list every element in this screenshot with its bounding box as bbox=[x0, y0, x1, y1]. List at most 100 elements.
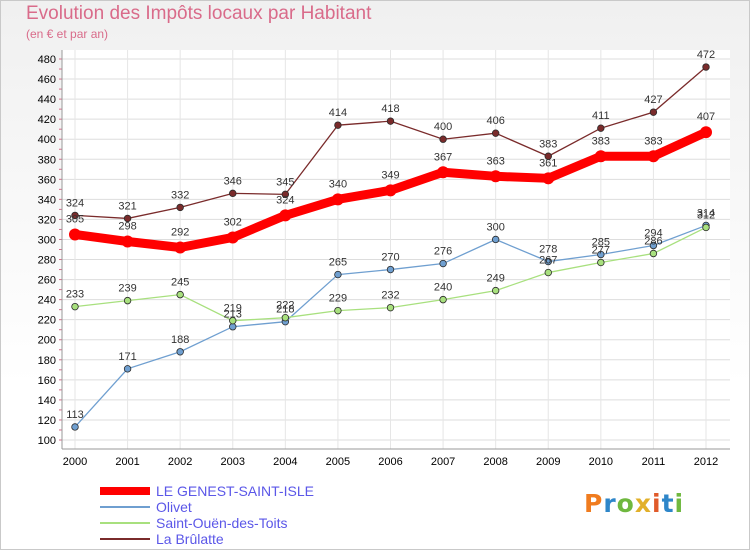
chart-subtitle: (en € et par an) bbox=[26, 27, 109, 41]
data-point bbox=[491, 129, 500, 137]
data-point bbox=[334, 121, 342, 129]
data-label: 213 bbox=[224, 309, 242, 321]
y-tick-label: 360 bbox=[38, 174, 56, 186]
data-label: 383 bbox=[644, 135, 662, 147]
y-tick-label: 220 bbox=[38, 315, 56, 327]
data-point bbox=[439, 295, 447, 304]
data-point bbox=[542, 172, 555, 185]
legend-swatch bbox=[100, 522, 150, 524]
data-point bbox=[71, 302, 79, 311]
x-tick-label: 2002 bbox=[168, 456, 192, 468]
logo-letter: t bbox=[661, 489, 675, 518]
data-point bbox=[176, 348, 184, 356]
data-point bbox=[597, 258, 605, 267]
legend-swatch bbox=[100, 487, 150, 495]
data-label: 321 bbox=[118, 200, 136, 212]
data-point bbox=[281, 313, 290, 322]
x-tick-label: 2012 bbox=[694, 456, 718, 468]
data-point bbox=[489, 170, 502, 183]
data-point bbox=[229, 316, 237, 325]
data-label: 361 bbox=[539, 157, 557, 169]
data-point bbox=[649, 241, 658, 250]
data-point bbox=[71, 211, 79, 220]
data-label: 278 bbox=[539, 244, 557, 256]
data-label: 472 bbox=[697, 49, 715, 61]
x-tick-label: 2005 bbox=[326, 456, 350, 468]
y-tick-label: 460 bbox=[38, 74, 56, 86]
data-label: 188 bbox=[171, 334, 189, 346]
data-point bbox=[437, 166, 450, 179]
y-tick-label: 200 bbox=[38, 335, 56, 347]
data-point bbox=[702, 223, 710, 232]
data-label: 219 bbox=[224, 303, 242, 315]
data-label: 332 bbox=[171, 189, 189, 201]
y-tick-label: 400 bbox=[38, 134, 56, 146]
x-tick-label: 2004 bbox=[273, 456, 297, 468]
data-label: 383 bbox=[539, 138, 557, 150]
data-point bbox=[229, 189, 237, 198]
data-label: 312 bbox=[697, 209, 715, 221]
y-tick-label: 260 bbox=[38, 275, 56, 287]
data-point bbox=[123, 296, 132, 305]
data-point bbox=[123, 214, 132, 223]
data-label: 265 bbox=[329, 257, 347, 269]
data-point bbox=[597, 124, 605, 132]
data-point bbox=[649, 249, 658, 258]
data-point bbox=[439, 135, 447, 143]
legend-label: Saint-Ouën-des-Toits bbox=[156, 515, 288, 531]
x-tick-label: 2001 bbox=[115, 456, 139, 468]
legend-swatch bbox=[100, 506, 150, 508]
chart-title: Evolution des Impôts locaux par Habitant bbox=[26, 3, 372, 24]
data-label: 245 bbox=[171, 277, 189, 289]
data-point bbox=[334, 306, 342, 315]
data-label: 113 bbox=[66, 409, 84, 421]
y-tick-label: 140 bbox=[38, 395, 56, 407]
data-point bbox=[229, 323, 237, 331]
y-tick-label: 320 bbox=[38, 214, 56, 226]
data-label: 240 bbox=[434, 282, 452, 294]
x-tick-label: 2009 bbox=[536, 456, 560, 468]
data-point bbox=[491, 286, 500, 295]
data-point bbox=[439, 259, 447, 268]
y-tick-label: 300 bbox=[38, 234, 56, 246]
data-point bbox=[123, 365, 132, 373]
logo-letter: o bbox=[616, 489, 635, 518]
data-label: 277 bbox=[592, 245, 610, 257]
data-point bbox=[597, 250, 605, 259]
legend-label: LE GENEST-SAINT-ISLE bbox=[156, 483, 314, 499]
data-label: 292 bbox=[171, 226, 189, 238]
data-label: 229 bbox=[329, 293, 347, 305]
data-label: 286 bbox=[644, 236, 662, 248]
data-point bbox=[384, 184, 397, 197]
data-label: 340 bbox=[329, 178, 347, 190]
data-point bbox=[649, 108, 658, 116]
logo-letter: i bbox=[674, 489, 685, 518]
data-label: 427 bbox=[644, 94, 662, 106]
data-label: 367 bbox=[434, 151, 452, 163]
data-point bbox=[174, 241, 187, 254]
y-tick-label: 440 bbox=[38, 94, 56, 106]
logo-letter: P bbox=[584, 489, 604, 518]
data-label: 276 bbox=[434, 246, 452, 258]
data-point bbox=[702, 63, 710, 71]
legend-swatch bbox=[100, 538, 150, 540]
logo-letter: r bbox=[603, 489, 617, 518]
data-label: 298 bbox=[118, 220, 136, 232]
y-tick-label: 340 bbox=[38, 194, 56, 206]
y-tick-label: 380 bbox=[38, 154, 56, 166]
data-label: 349 bbox=[381, 169, 399, 181]
data-label: 418 bbox=[381, 103, 399, 115]
data-label: 400 bbox=[434, 121, 452, 133]
y-tick-label: 280 bbox=[38, 255, 56, 267]
data-label: 324 bbox=[276, 194, 294, 206]
data-point bbox=[279, 209, 292, 222]
data-label: 218 bbox=[276, 304, 294, 316]
data-label: 345 bbox=[276, 176, 294, 188]
data-label: 383 bbox=[592, 135, 610, 147]
data-label: 285 bbox=[592, 237, 610, 249]
legend-label: Olivet bbox=[156, 499, 192, 515]
data-point bbox=[386, 303, 395, 312]
data-label: 314 bbox=[697, 207, 715, 219]
data-label: 363 bbox=[486, 155, 504, 167]
